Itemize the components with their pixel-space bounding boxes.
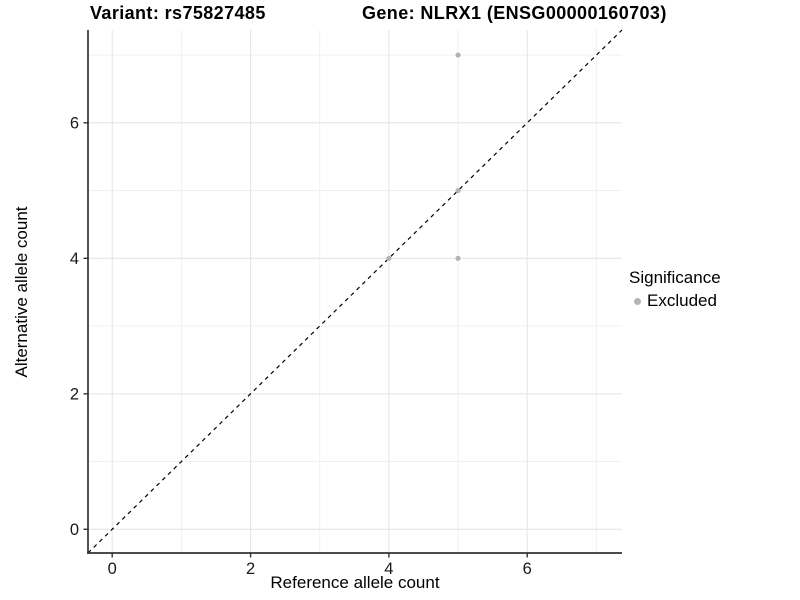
x-axis-title: Reference allele count	[270, 573, 440, 592]
y-tick-label: 4	[70, 250, 79, 268]
data-point	[455, 255, 461, 261]
plot-title-gene: Gene: NLRX1 (ENSG00000160703)	[362, 3, 667, 23]
x-tick-label: 6	[523, 560, 532, 578]
y-tick-label: 0	[70, 521, 79, 539]
x-tick-label: 2	[246, 560, 255, 578]
data-point	[455, 52, 461, 58]
plot-title-variant: Variant: rs75827485	[90, 3, 266, 23]
data-point	[455, 187, 461, 194]
y-tick-label: 2	[70, 385, 79, 403]
data-point	[386, 255, 392, 261]
x-tick-label: 4	[384, 560, 393, 578]
identity-line	[87, 29, 623, 554]
x-tick-label: 0	[108, 560, 117, 578]
legend-item-excluded: Excluded	[629, 291, 721, 311]
y-tick-label: 6	[70, 114, 79, 132]
legend: Significance Excluded	[629, 268, 721, 311]
legend-point-icon	[634, 297, 641, 305]
legend-title: Significance	[629, 268, 721, 287]
legend-item-label: Excluded	[647, 291, 717, 310]
y-axis-title: Alternative allele count	[12, 206, 31, 378]
